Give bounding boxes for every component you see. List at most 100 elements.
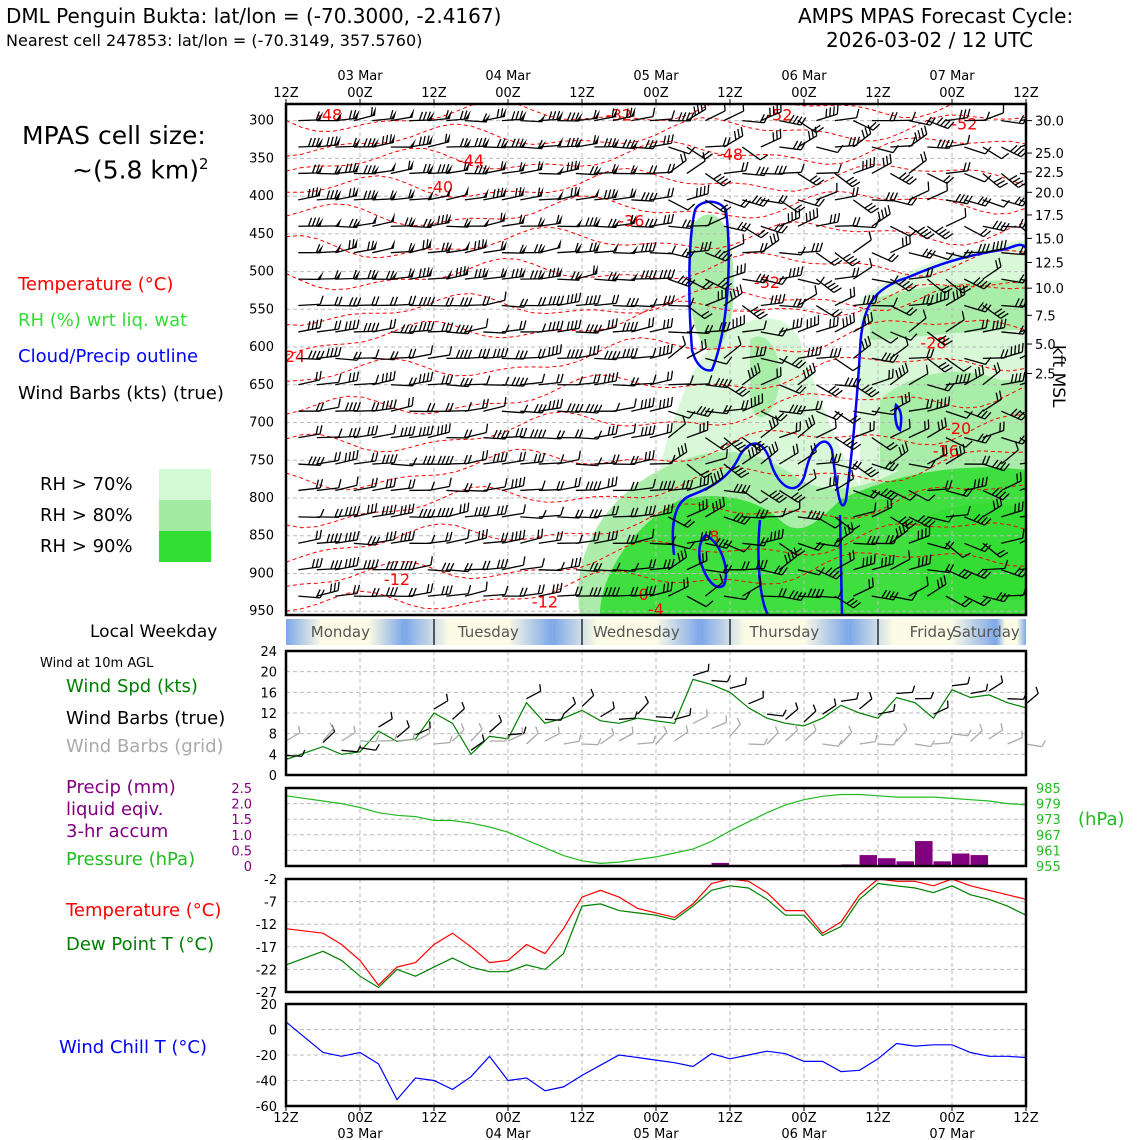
wind-barb (631, 269, 658, 280)
wind-barb-feather (422, 322, 427, 332)
wind-barb-feather (592, 265, 595, 275)
wind-barb (927, 417, 947, 439)
wind-barb-feather (611, 530, 615, 541)
wind-barb-feather (836, 105, 839, 115)
wind-barb-10m-feather (744, 677, 747, 685)
wind-barb-10m-grid (803, 729, 817, 742)
wind-barb-feather (607, 138, 613, 148)
wind-barb (852, 124, 872, 148)
wind-barb-feather (731, 439, 740, 445)
wind-barb-feather (426, 163, 431, 173)
wind-barb (353, 190, 379, 201)
wind-barb-feather (307, 217, 313, 227)
top-time-tick: 00Z (347, 86, 373, 101)
wind-barb-feather (393, 453, 398, 463)
wind-barb-feather (776, 231, 780, 241)
wind-barb-feather (474, 137, 479, 147)
wind-barb-feather (522, 476, 526, 486)
wind-barb (464, 423, 489, 439)
wind-barb-staff (1019, 592, 1026, 597)
wind-barb-feather (559, 531, 564, 541)
wind-barb (649, 343, 673, 359)
wind-barb-feather (533, 453, 538, 463)
wind-barb-feather (492, 348, 497, 358)
wind-barb-feather (585, 295, 590, 305)
wind-barb-feather (719, 442, 729, 449)
wind-barb-feather (338, 559, 343, 569)
wind-barb-feather (776, 412, 785, 420)
wind-barb (760, 293, 786, 307)
wind-barb-feather (430, 534, 436, 544)
wind-barb-staff (353, 382, 376, 386)
windchill-line (285, 1021, 1027, 1101)
wind-barb-feather (548, 346, 551, 357)
wind-barb (353, 503, 378, 518)
wind-barb-10m-grid (822, 743, 839, 747)
wind-barb-feather (422, 426, 426, 436)
precip-bar (878, 858, 896, 866)
wind-barb-feather (976, 515, 985, 523)
wind-barb (335, 401, 361, 412)
wind-barb-feather (914, 132, 918, 142)
wind-barb-feather (463, 218, 469, 228)
wind-barb-feather (459, 349, 465, 359)
wind-barb-feather (511, 376, 517, 386)
wind-barb (1019, 304, 1026, 308)
wind-barb-feather (367, 322, 372, 332)
wind-barb-staff (298, 303, 321, 307)
wind-barb-feather (856, 217, 861, 226)
wind-barb-feather (500, 348, 505, 358)
wind-barb-flag (372, 214, 378, 224)
wind-barb-feather (585, 481, 590, 491)
wind-barb-feather (389, 110, 394, 120)
wind-speed-line (285, 678, 1027, 761)
wind-barb (372, 587, 399, 597)
wind-barb-10m-grid (507, 733, 523, 742)
wind-barb (298, 318, 323, 333)
wind-barb-feather (449, 322, 454, 332)
wind-barb-feather (552, 110, 557, 120)
wind-barb-feather (1000, 312, 1009, 319)
wind-barb-feather (831, 309, 840, 316)
wind-barb-10m-grid (544, 733, 560, 742)
wind-barb (557, 477, 582, 492)
wind-barb-feather (750, 306, 759, 313)
wind-barb (501, 451, 527, 465)
wind-barb-feather (500, 452, 504, 462)
wind-barb-feather (731, 465, 740, 471)
wind-barb (816, 567, 844, 580)
wind-barb-feather (842, 318, 845, 328)
wind-barb (649, 213, 675, 227)
wind-barb-feather (389, 560, 395, 570)
temperature-contour-label: -20 (945, 419, 971, 438)
wind-barb-feather (686, 577, 689, 587)
wind-barb-flag (353, 109, 360, 119)
wind-barb-feather (334, 189, 339, 199)
legend-rh70-label: RH > 70% (40, 474, 133, 495)
wind-barb (982, 318, 1007, 333)
wind-barb-feather (356, 371, 360, 381)
wind-barb-feather (825, 567, 833, 575)
wind-barb-staff (520, 488, 543, 492)
wind-barb-flag (631, 245, 639, 254)
wind-barb-feather (962, 249, 970, 258)
wind-barb (797, 276, 825, 285)
wind-barb-feather (375, 374, 380, 384)
wind-barb-feather (849, 441, 858, 448)
wind-barb (594, 318, 618, 333)
wind-barb (649, 269, 676, 280)
wind-barb (797, 242, 824, 254)
wind-barb (520, 480, 546, 492)
wind-barb-10m-true (1007, 698, 1024, 700)
wind-barb (631, 347, 657, 360)
wind-barb-feather (445, 507, 450, 517)
wind-barb-staff (852, 266, 873, 280)
wind-barb-feather (737, 335, 742, 345)
wind-barb (501, 587, 528, 597)
wind-barb-feather (570, 558, 574, 568)
wind-barb-staff (760, 357, 783, 365)
wind-barb-staff (964, 146, 986, 155)
wind-barb-feather (652, 397, 655, 407)
wind-barb-feather (979, 228, 988, 236)
wind-barb-feather (570, 187, 574, 197)
